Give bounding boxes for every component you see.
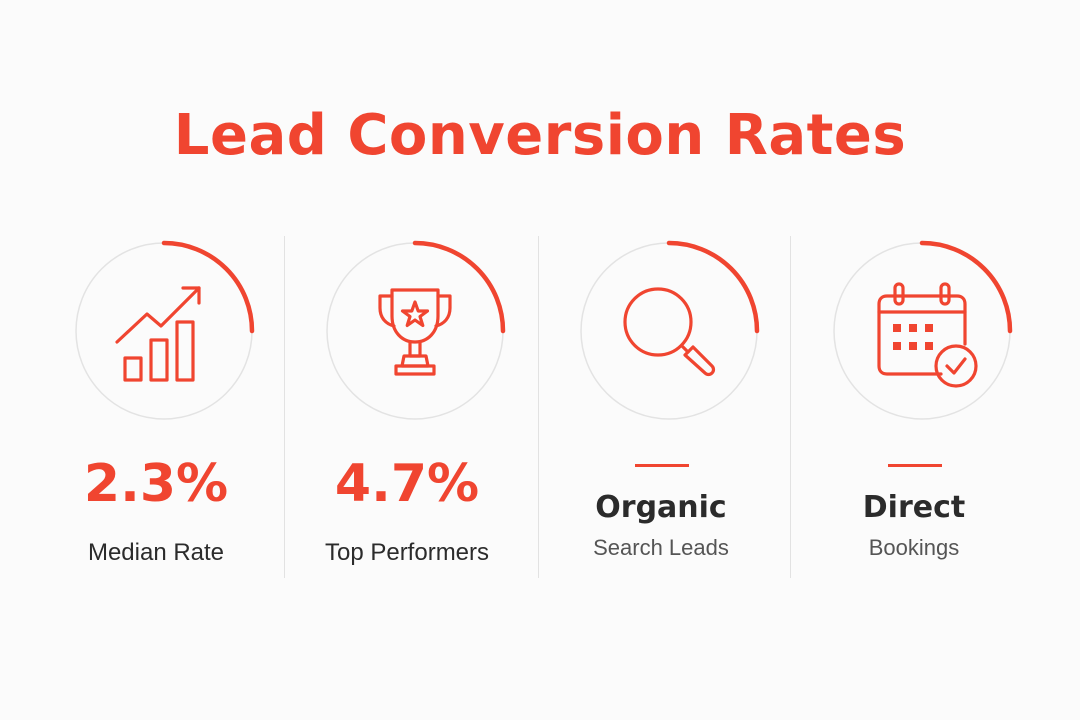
column-divider <box>284 236 285 578</box>
stat-card-direct-bookings: Direct Bookings <box>794 240 1034 580</box>
progress-ring <box>73 240 255 422</box>
stat-card-top-performers: 4.7% Top Performers <box>287 240 527 580</box>
stat-label: Median Rate <box>87 539 225 566</box>
stat-label: Top Performers <box>324 539 490 566</box>
stat-card-median-rate: 2.3% Median Rate <box>36 240 276 580</box>
progress-ring <box>831 240 1013 422</box>
page-title: Lead Conversion Rates <box>173 103 907 168</box>
stat-title: Organic <box>595 490 727 525</box>
bar-chart-trend-icon <box>115 286 201 382</box>
accent-dash <box>888 464 942 467</box>
calendar-check-icon <box>877 282 978 388</box>
stat-value: 4.7% <box>334 454 480 514</box>
column-divider <box>538 236 539 578</box>
magnifier-icon <box>623 287 716 377</box>
stat-card-organic-search: Organic Search Leads <box>541 240 781 580</box>
progress-ring <box>324 240 506 422</box>
column-divider <box>790 236 791 578</box>
accent-dash <box>635 464 689 467</box>
stat-subtitle: Bookings <box>868 535 960 560</box>
stat-title: Direct <box>862 490 966 525</box>
progress-ring <box>578 240 760 422</box>
stat-subtitle: Search Leads <box>593 535 729 560</box>
trophy-star-icon <box>378 288 452 376</box>
stat-value: 2.3% <box>83 454 229 514</box>
